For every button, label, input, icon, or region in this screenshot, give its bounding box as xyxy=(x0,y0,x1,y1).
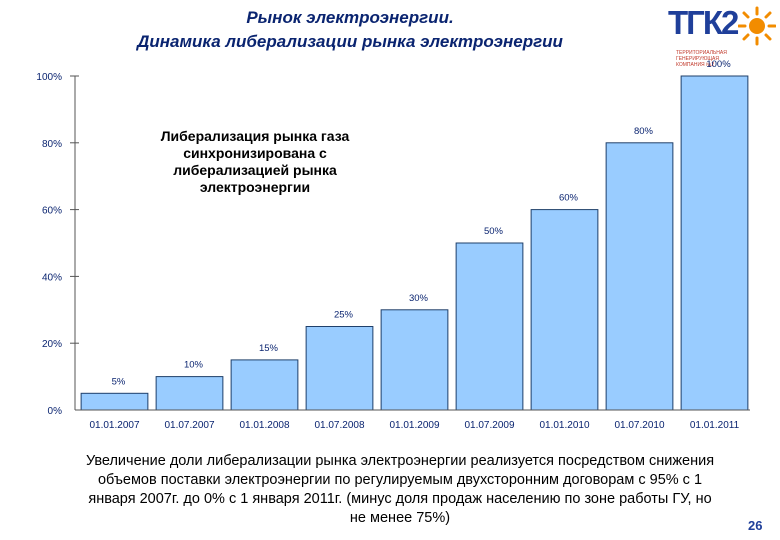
y-tick-label: 60% xyxy=(42,206,62,217)
bar xyxy=(230,359,299,411)
y-axis: 0% 20% 40% 60% 80% 100% xyxy=(36,72,79,417)
bar xyxy=(155,376,224,411)
bar xyxy=(380,309,449,411)
bar xyxy=(455,242,524,411)
data-label: 10% xyxy=(184,360,204,371)
y-tick-label: 80% xyxy=(42,139,62,150)
x-axis: 01.01.2007 01.07.2007 01.01.2008 01.07.2008… xyxy=(75,409,750,431)
x-tick-label: 01.01.2010 xyxy=(539,420,589,431)
y-tick-label: 40% xyxy=(42,272,62,283)
y-tick-label: 100% xyxy=(36,72,62,83)
footnote-text: Увеличение доли либерализации рынка элек… xyxy=(85,453,715,526)
sun-icon xyxy=(738,6,776,46)
page-title: Рынок электроэнергии. Динамика либерализ… xyxy=(90,6,610,54)
data-label: 15% xyxy=(259,343,279,354)
bar xyxy=(80,392,149,411)
data-labels-group: 5% 10% 15% 25% 30% 50% 60% 80% 100% xyxy=(112,59,732,387)
x-tick-label: 01.07.2010 xyxy=(614,420,664,431)
x-tick-label: 01.01.2008 xyxy=(239,420,289,431)
bar xyxy=(680,75,749,411)
y-tick-label: 0% xyxy=(48,406,63,417)
x-tick-label: 01.01.2007 xyxy=(89,420,139,431)
bars-group xyxy=(80,75,749,411)
data-label: 60% xyxy=(559,193,579,204)
page-number: 26 xyxy=(748,518,763,533)
company-logo: ТГК2 ТЕРРИТОРИАЛЬНАЯ ГЕНЕРИРУЮЩАЯ КОМПАН… xyxy=(668,4,778,76)
title-line-2: Динамика либерализации рынка электроэнер… xyxy=(137,32,563,51)
data-label: 5% xyxy=(112,376,126,387)
x-tick-label: 01.07.2009 xyxy=(464,420,514,431)
data-label: 30% xyxy=(409,293,429,304)
bar xyxy=(605,142,674,411)
y-tick-label: 20% xyxy=(42,339,62,350)
x-tick-label: 01.07.2007 xyxy=(164,420,214,431)
bar xyxy=(530,209,599,411)
title-line-1: Рынок электроэнергии. xyxy=(246,8,454,27)
chart-annotation: Либерализация рынка газа синхронизирован… xyxy=(160,128,350,195)
data-label: 50% xyxy=(484,226,504,237)
x-tick-label: 01.01.2009 xyxy=(389,420,439,431)
bar xyxy=(305,326,374,411)
data-label: 25% xyxy=(334,310,354,321)
logo-subtitle: ТЕРРИТОРИАЛЬНАЯ ГЕНЕРИРУЮЩАЯ КОМПАНИЯ №2 xyxy=(676,50,727,68)
logo-text: ТГК2 xyxy=(668,4,739,41)
data-label: 100% xyxy=(706,59,731,70)
data-label: 80% xyxy=(634,126,654,137)
x-tick-label: 01.07.2008 xyxy=(314,420,364,431)
x-tick-label: 01.01.2011 xyxy=(690,420,740,431)
